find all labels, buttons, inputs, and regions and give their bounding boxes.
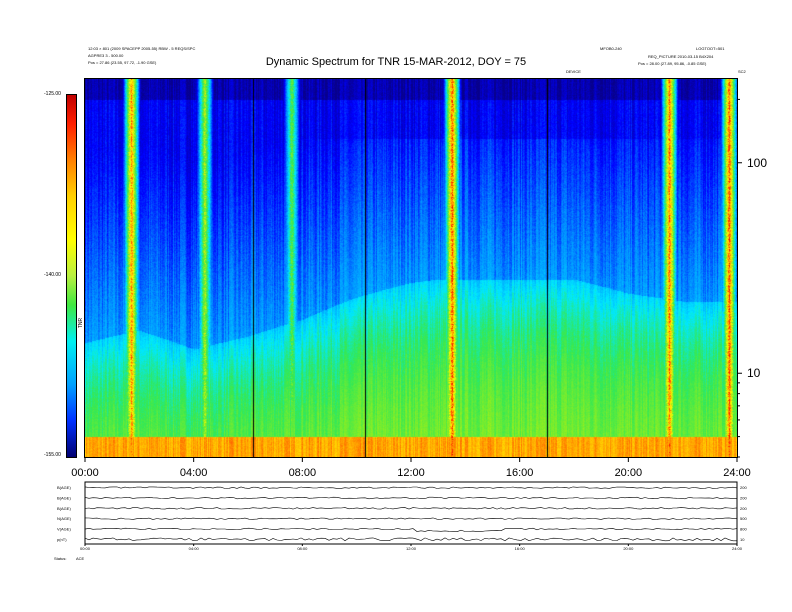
row-trace: [84, 496, 738, 500]
row-right-value: 500: [740, 516, 747, 521]
x-tick-label: 08:00: [289, 467, 317, 479]
x-tick-label: 04:00: [180, 467, 208, 479]
colorbar-tick-top: -125.00: [44, 91, 61, 97]
row-trace: [84, 486, 738, 489]
row-trace: [84, 507, 738, 510]
panel-x-label: 16:00: [515, 546, 526, 551]
panel-x-label: 04:00: [189, 546, 200, 551]
device-label: DEVICE: [566, 69, 581, 74]
row-trace: [84, 517, 738, 520]
panel-x-label: 00:00: [80, 546, 91, 551]
row-label: p(nT): [57, 537, 67, 542]
status-value: ACE: [76, 556, 85, 561]
row-trace: [84, 537, 737, 542]
header-left-line1: 12:03 × 801 (2009 SPACEPP 2005-55) RBW -…: [88, 46, 196, 51]
chart-title: Dynamic Spectrum for TNR 15-MAR-2012, DO…: [265, 56, 527, 68]
row-right-value: 10: [740, 537, 745, 542]
panel-x-label: 08:00: [297, 546, 308, 551]
row-right-value: 800: [740, 527, 747, 532]
row-label: B(AGE): [57, 485, 71, 490]
colorbar: [66, 94, 77, 458]
row-trace: [84, 527, 738, 533]
header-right-line2: LOGTOOT=501: [696, 46, 725, 51]
panel-x-label: 12:00: [406, 546, 417, 551]
panel-frame: [84, 481, 738, 545]
x-tick-label: 00:00: [71, 467, 99, 479]
row-right-value: 200: [740, 485, 747, 490]
corner-label: SC2: [738, 69, 746, 74]
colorbar-tick-mid: -140.00: [44, 272, 61, 278]
row-right-value: 200: [740, 496, 747, 501]
header-right-line4: Pos = 28.00 (27.89, 95.86, -0.85 GSE): [638, 61, 707, 66]
x-tick-label: 16:00: [506, 467, 534, 479]
row-label: B(AGE): [57, 506, 71, 511]
header-right-line1: MFOB0-240: [600, 46, 622, 51]
x-tick-label: 12:00: [397, 467, 425, 479]
spectrogram-heatmap: [85, 79, 737, 457]
y-tick-label: 100: [747, 156, 767, 170]
header-left-line3: Pos = 27.86 (23.55, 97.72, -1.90 GSE): [88, 60, 157, 65]
status-label: Status:: [54, 556, 67, 561]
row-label: B(AGE): [57, 496, 71, 501]
y-tick-label: 10: [747, 366, 761, 380]
header-right-line3: REQ_PICTURE 2010-03-15 B4X204: [648, 54, 714, 59]
row-label: V(AGE): [57, 527, 71, 532]
x-tick-label: 24:00: [723, 467, 751, 479]
colorbar-tick-bottom: -155.00: [44, 452, 61, 458]
panel-x-label: 24:00: [732, 546, 743, 551]
row-label: N(AGE): [57, 516, 72, 521]
row-right-value: 200: [740, 506, 747, 511]
spectrogram-frame: [84, 78, 738, 458]
x-tick-label: 20:00: [615, 467, 643, 479]
header-left-line2: AGPRE3 3 - 500.00: [88, 53, 124, 58]
panel-x-label: 20:00: [623, 546, 634, 551]
